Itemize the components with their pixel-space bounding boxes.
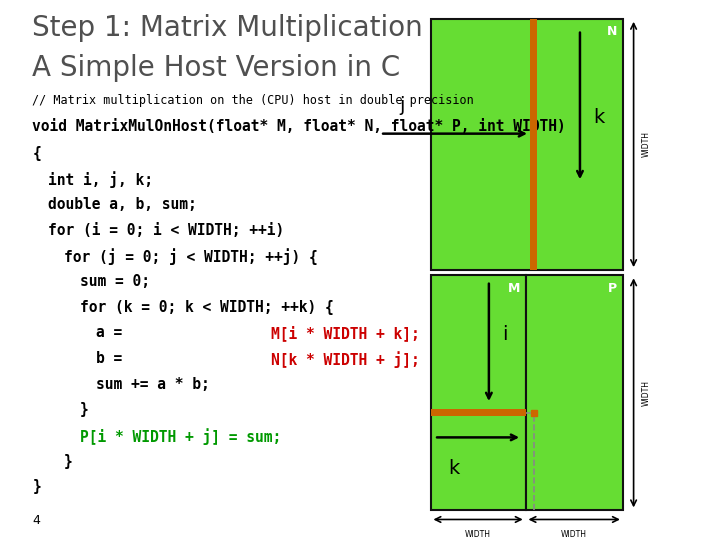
Text: // Matrix multiplication on the (CPU) host in double precision: // Matrix multiplication on the (CPU) ho… [32, 94, 474, 107]
Text: P: P [608, 282, 617, 295]
Text: for (j = 0; j < WIDTH; ++j) {: for (j = 0; j < WIDTH; ++j) { [64, 248, 318, 265]
Text: k: k [449, 459, 460, 478]
Text: N: N [607, 25, 617, 38]
Text: WIDTH: WIDTH [561, 530, 588, 539]
Text: double a, b, sum;: double a, b, sum; [48, 197, 197, 212]
Text: A Simple Host Version in C: A Simple Host Version in C [32, 54, 400, 82]
Text: j: j [399, 96, 405, 115]
Text: {: { [32, 146, 41, 160]
Text: sum += a * b;: sum += a * b; [96, 376, 210, 392]
Text: sum = 0;: sum = 0; [80, 274, 150, 289]
Bar [431, 275, 526, 510]
Text: 4: 4 [32, 514, 40, 526]
Text: WIDTH: WIDTH [465, 530, 491, 539]
Text: b =: b = [96, 351, 131, 366]
Text: P[i * WIDTH + j] = sum;: P[i * WIDTH + j] = sum; [80, 428, 282, 444]
Bar [526, 275, 623, 510]
Text: Step 1: Matrix Multiplication: Step 1: Matrix Multiplication [32, 14, 423, 42]
Text: i: i [502, 325, 508, 345]
Text: M[i * WIDTH + k];: M[i * WIDTH + k]; [271, 325, 420, 341]
Bar [530, 19, 537, 270]
Text: M: M [508, 282, 520, 295]
Bar [431, 19, 623, 270]
Text: }: } [80, 402, 89, 417]
Text: N[k * WIDTH + j];: N[k * WIDTH + j]; [271, 351, 420, 368]
Text: k: k [593, 108, 604, 127]
Text: a =: a = [96, 325, 131, 340]
Text: int i, j, k;: int i, j, k; [48, 171, 153, 188]
Text: for (i = 0; i < WIDTH; ++i): for (i = 0; i < WIDTH; ++i) [48, 222, 284, 238]
Text: WIDTH: WIDTH [642, 380, 652, 406]
Text: for (k = 0; k < WIDTH; ++k) {: for (k = 0; k < WIDTH; ++k) { [80, 300, 333, 314]
Text: WIDTH: WIDTH [642, 131, 652, 158]
Text: }: } [32, 479, 41, 494]
Bar [431, 409, 526, 416]
Text: }: } [64, 454, 73, 469]
Text: void MatrixMulOnHost(float* M, float* N, float* P, int WIDTH): void MatrixMulOnHost(float* M, float* N,… [32, 119, 566, 134]
